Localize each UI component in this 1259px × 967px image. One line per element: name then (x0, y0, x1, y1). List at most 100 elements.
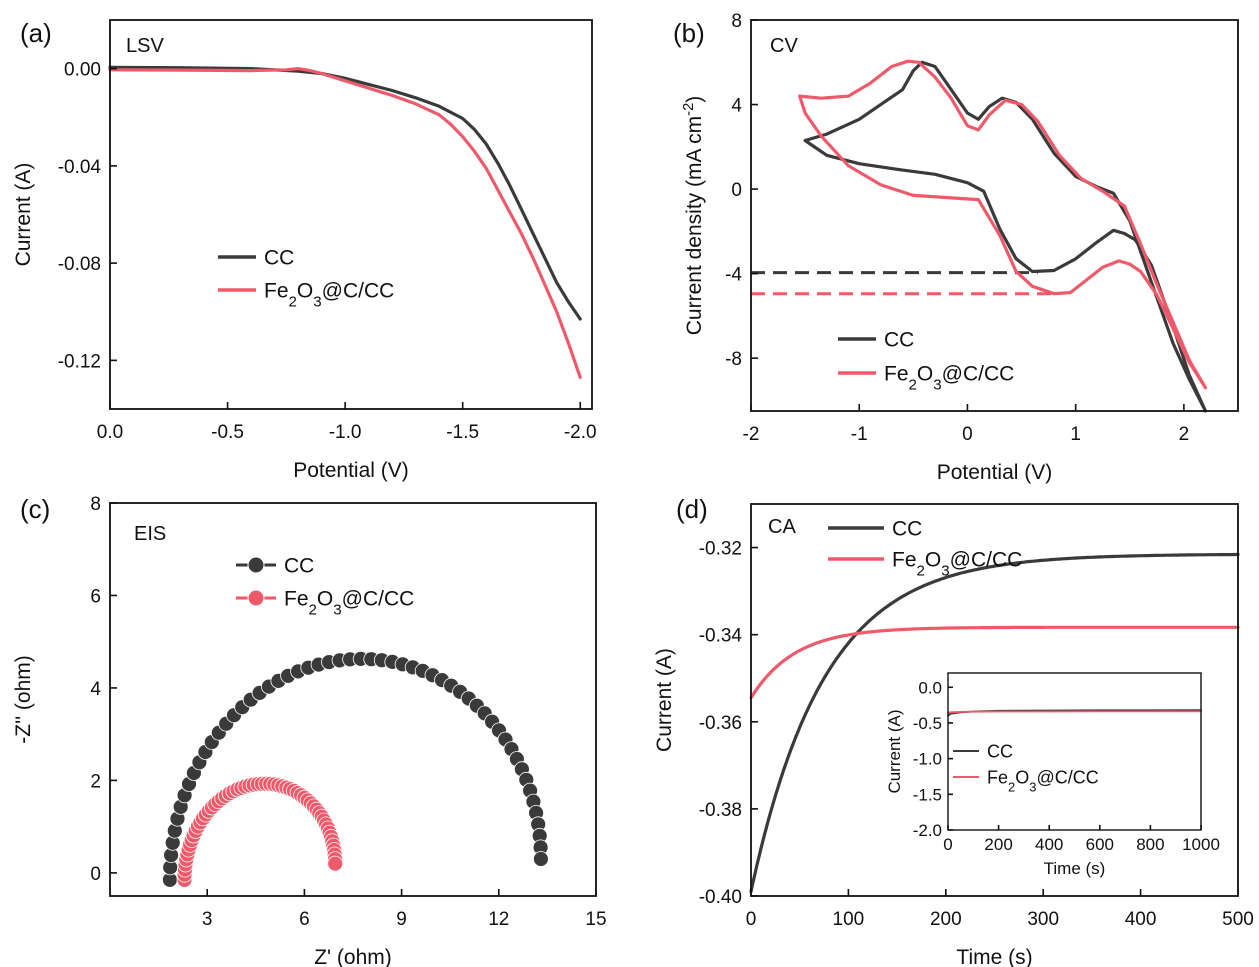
panel-c-eis-chart: (c) EIS 3 6 9 12 15 0 2 4 6 8 Z' (ohm) -Z'' (ohm) CC Fe… (12, 494, 607, 967)
inset-x-tick-label: 200 (984, 835, 1012, 854)
panel-d-x-tick-label: 400 (1125, 909, 1157, 930)
panel-a-lsv-chart: (a) LSV 0.0 -0.5 -1.0 -1.5 -2.0 0.00 -0.04 -0.08 -… (12, 18, 597, 482)
panel-a-series-fe2o3-line (108, 66, 582, 379)
panel-c-y-tick-label: 6 (90, 586, 101, 607)
panel-d-y-tick-label: -0.36 (699, 713, 742, 734)
panel-d-y-axis-label: Current (A) (653, 648, 676, 752)
panel-d-y-tick-label: -0.38 (699, 800, 742, 821)
panel-b-x-tick-label: -2 (743, 424, 760, 445)
panel-a-x-tick-label: -2.0 (564, 422, 597, 443)
panel-a-x-tick-label: -1.0 (329, 422, 362, 443)
inset-x-tick-label: 800 (1136, 835, 1164, 854)
panel-a-legend-label: CC (264, 247, 294, 270)
panel-a-series-cc-line (108, 65, 582, 321)
inset-x-tick-label: 1000 (1182, 835, 1220, 854)
panel-a-x-tick-label: -1.5 (446, 422, 479, 443)
panel-d-y-tick-label: -0.40 (699, 887, 742, 908)
inset-plot-frame (947, 672, 1202, 831)
panel-d-x-tick-label: 300 (1027, 909, 1059, 930)
inset-y-tick-label: 0.0 (918, 678, 942, 697)
panel-c-legend-label: CC (284, 555, 314, 578)
panel-c-data-point (327, 855, 344, 872)
panel-d-tag: CA (768, 516, 796, 538)
panel-b-plot-frame (750, 19, 1239, 412)
panel-c-y-tick-label: 2 (90, 771, 101, 792)
inset-series-fe2o3-line (947, 710, 1202, 714)
inset-x-tick-label: 400 (1035, 835, 1063, 854)
inset-legend-label: CC (987, 741, 1013, 761)
panel-c-x-tick-label: 6 (299, 909, 310, 930)
panel-b-series-cc-line (803, 60, 1208, 413)
panel-b-legend-label: Fe2O3@C/CC (884, 363, 1014, 394)
panel-a-y-tick-label: -0.12 (58, 351, 101, 372)
panel-c-x-axis-label: Z' (ohm) (314, 946, 392, 967)
panel-c-x-tick-label: 3 (202, 909, 213, 930)
panel-c-y-tick-label: 0 (90, 864, 101, 885)
panel-c-y-axis-label: -Z'' (ohm) (12, 655, 35, 744)
panel-c-x-tick-label: 9 (396, 909, 407, 930)
panel-d-letter: (d) (676, 494, 708, 524)
panel-a-letter: (a) (20, 18, 52, 48)
panel-d-x-tick-label: 100 (833, 909, 865, 930)
panel-a-x-axis-label: Potential (V) (293, 459, 409, 482)
panel-d-x-axis-label: Time (s) (956, 946, 1032, 967)
panel-b-series-fe2o3-line (798, 59, 1208, 390)
panel-d-legend-label: CC (892, 518, 922, 541)
panel-a-x-tick-label: 0.0 (97, 422, 123, 443)
panel-b-x-tick-label: 0 (962, 424, 973, 445)
panel-c-y-tick-label: 8 (90, 494, 101, 515)
panel-c-letter: (c) (20, 494, 50, 524)
panel-c-legend-marker (247, 556, 265, 574)
panel-b-y-tick-label: -8 (725, 349, 742, 370)
panel-b-legend-label: CC (884, 329, 914, 352)
panel-c-legend-marker (247, 589, 265, 607)
panel-a-plot-frame (109, 19, 593, 410)
inset-y-tick-label: -1.5 (913, 785, 942, 804)
panel-b-y-tick-label: -4 (725, 265, 742, 286)
panel-a-tag: LSV (126, 35, 164, 57)
panel-d-x-tick-label: 200 (930, 909, 962, 930)
panel-d-plot-frame (750, 503, 1239, 897)
panel-b-letter: (b) (673, 18, 705, 48)
inset-x-tick-label: 0 (943, 835, 952, 854)
panel-d-ca-chart: (d) CA 0 100 200 300 400 500 -0.40 -0.38 -0.36 -0.3… (653, 494, 1254, 967)
panel-b-y-axis-label: Current density (mA cm-2) (681, 96, 706, 335)
panel-b-x-axis-label: Potential (V) (937, 461, 1053, 484)
panel-d-series-fe2o3-line (749, 625, 1240, 700)
panel-b-tag: CV (770, 35, 798, 57)
inset-x-axis-label: Time (s) (1044, 859, 1106, 878)
inset-y-tick-label: -2.0 (913, 821, 942, 840)
panel-a-y-tick-label: 0.00 (64, 60, 101, 81)
panel-b-x-tick-label: 1 (1070, 424, 1081, 445)
panel-b-y-tick-label: 8 (731, 11, 742, 32)
panel-c-x-tick-label: 12 (488, 909, 509, 930)
panel-c-legend-label: Fe2O3@C/CC (284, 588, 414, 619)
panel-c-series-connector (168, 657, 542, 880)
inset-y-axis-label: Current (A) (885, 709, 904, 793)
panel-c-y-tick-label: 4 (90, 679, 101, 700)
panel-c-plot-frame (109, 502, 597, 897)
panel-d-x-tick-label: 500 (1222, 909, 1254, 930)
panel-a-legend-label: Fe2O3@C/CC (264, 280, 394, 311)
panel-a-x-tick-label: -0.5 (211, 422, 244, 443)
panel-a-y-tick-label: -0.04 (58, 157, 102, 178)
inset-x-tick-label: 600 (1086, 835, 1114, 854)
panel-d-x-tick-label: 0 (746, 909, 757, 930)
panel-d-y-tick-label: -0.32 (699, 539, 742, 560)
panel-c-data-point (533, 851, 549, 867)
panel-a-y-axis-label: Current (A) (12, 163, 35, 267)
inset-y-tick-label: -1.0 (913, 750, 942, 769)
panel-c-tag: EIS (134, 523, 166, 545)
panel-b-y-tick-label: 4 (731, 96, 742, 117)
panel-c-x-tick-label: 15 (585, 909, 606, 930)
panel-b-cv-chart: (b) CV -2 -1 0 1 2 -8 -4 0 4 8 Potential (V) Current … (673, 11, 1239, 484)
panel-b-x-tick-label: -1 (851, 424, 868, 445)
inset-y-tick-label: -0.5 (913, 714, 942, 733)
panel-a-y-tick-label: -0.08 (58, 254, 101, 275)
panel-d-series-cc-line (749, 552, 1240, 894)
panel-d-inset-chart: 0 200 400 600 800 1000 0.0 -0.5 -1.0 -1.5 -2.0 Time… (885, 672, 1220, 878)
panel-d-y-tick-label: -0.34 (699, 626, 743, 647)
inset-background (948, 673, 1201, 830)
panel-b-y-tick-label: 0 (731, 180, 742, 201)
